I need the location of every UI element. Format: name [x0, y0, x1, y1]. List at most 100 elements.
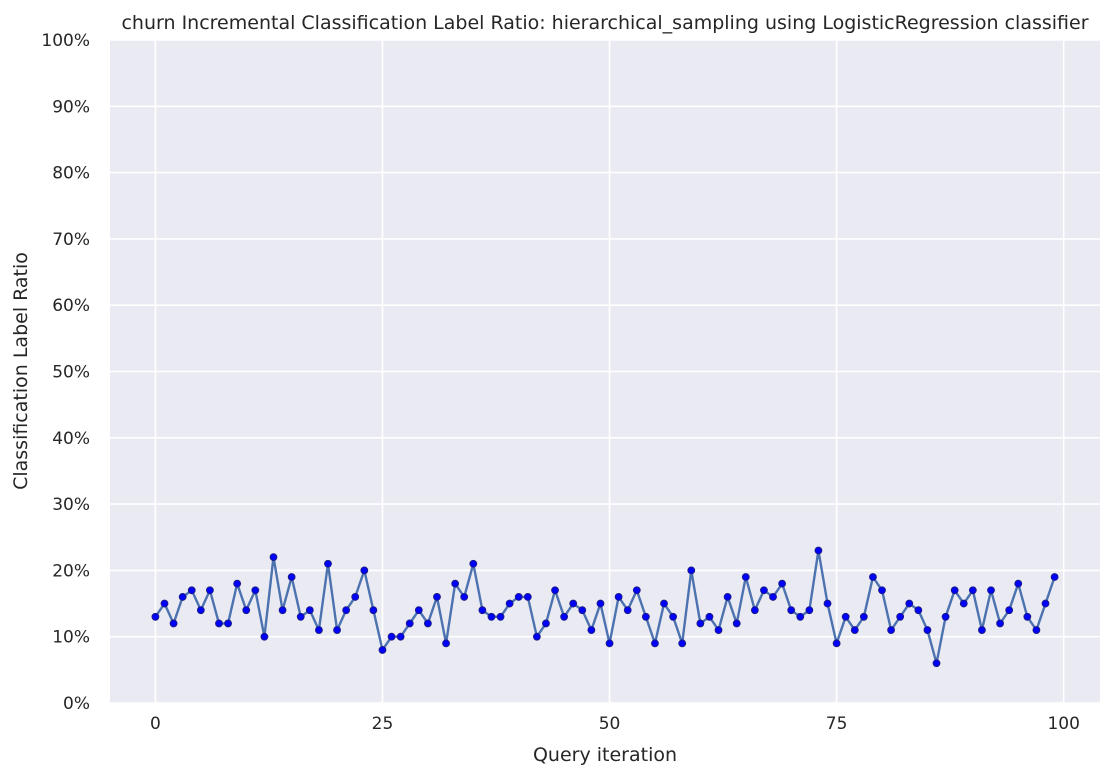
y-tick-label: 40%	[52, 429, 90, 449]
data-point	[905, 599, 914, 608]
data-point	[878, 586, 886, 595]
data-point	[823, 599, 832, 608]
data-point	[551, 586, 559, 595]
data-point	[750, 606, 759, 615]
data-point	[587, 626, 596, 634]
data-point	[260, 632, 269, 641]
data-point	[433, 593, 441, 601]
data-point	[769, 593, 777, 601]
data-point	[605, 639, 614, 648]
data-point	[324, 559, 332, 568]
data-point	[187, 586, 196, 595]
y-axis-label: Classification Label Ratio	[10, 252, 32, 490]
data-point	[1023, 612, 1032, 621]
data-point	[405, 619, 414, 628]
data-point	[578, 606, 587, 615]
data-point	[887, 626, 895, 634]
data-point	[941, 612, 950, 621]
data-point	[569, 599, 578, 608]
data-point	[278, 606, 287, 615]
data-point	[560, 612, 569, 621]
data-point	[196, 606, 205, 615]
data-point	[451, 579, 460, 588]
data-point	[914, 606, 923, 615]
y-tick-label: 60%	[52, 296, 90, 316]
data-point	[269, 553, 278, 562]
data-point	[333, 626, 341, 634]
data-point	[669, 612, 678, 621]
data-point	[678, 639, 687, 648]
data-point	[832, 639, 841, 648]
data-point	[805, 606, 814, 615]
data-point	[542, 619, 550, 628]
data-point	[596, 599, 605, 608]
data-point	[478, 606, 487, 615]
data-point	[723, 593, 732, 601]
data-point	[532, 632, 541, 641]
data-point	[442, 639, 450, 648]
series-line	[154, 549, 1056, 665]
data-point	[660, 599, 668, 608]
data-point	[151, 612, 160, 621]
data-point	[378, 646, 387, 654]
data-point	[242, 606, 251, 615]
data-point	[178, 593, 187, 601]
data-point	[224, 619, 232, 628]
y-tick-label: 100%	[41, 31, 90, 51]
x-tick-label: 25	[372, 714, 394, 734]
data-point	[523, 593, 532, 601]
data-point	[696, 619, 705, 628]
x-tick-label: 50	[599, 714, 621, 734]
data-point	[296, 612, 305, 621]
data-point	[796, 612, 805, 621]
data-point	[369, 606, 378, 615]
chart-title: churn Incremental Classification Label R…	[121, 12, 1088, 34]
data-point	[623, 606, 632, 615]
y-tick-label: 0%	[63, 694, 90, 714]
y-tick-label: 10%	[52, 628, 90, 648]
data-point	[305, 606, 314, 615]
data-point	[360, 566, 369, 575]
data-point	[896, 612, 905, 621]
data-point	[387, 632, 396, 641]
data-point	[460, 593, 469, 601]
data-point	[315, 626, 323, 634]
data-point	[496, 612, 505, 621]
data-point	[714, 626, 723, 634]
y-tick-label: 20%	[52, 561, 90, 581]
data-point	[1050, 573, 1059, 581]
data-point	[950, 586, 959, 595]
data-point	[251, 586, 260, 595]
x-tick-label: 0	[150, 714, 161, 734]
data-point	[859, 612, 868, 621]
y-tick-label: 70%	[52, 230, 90, 250]
data-point	[959, 599, 968, 608]
data-point	[414, 606, 423, 615]
data-point	[342, 606, 351, 615]
data-point	[469, 559, 478, 568]
data-point	[1032, 626, 1041, 634]
data-point	[233, 579, 242, 588]
data-point	[351, 593, 360, 601]
data-point	[778, 579, 787, 588]
x-tick-label: 100	[1047, 714, 1079, 734]
data-point	[850, 626, 859, 634]
data-point	[396, 632, 405, 641]
data-point	[614, 593, 623, 601]
data-point	[1005, 606, 1014, 615]
data-point	[968, 586, 977, 595]
data-point	[996, 619, 1004, 628]
data-point	[787, 606, 796, 615]
data-point	[1041, 599, 1050, 608]
data-point	[814, 546, 823, 555]
data-point	[987, 586, 995, 595]
data-point	[687, 566, 696, 575]
data-point	[932, 659, 941, 668]
data-point	[705, 612, 714, 621]
data-point	[505, 599, 514, 608]
data-point	[160, 599, 169, 608]
data-point	[732, 619, 741, 628]
data-point	[287, 573, 296, 581]
data-point	[632, 586, 641, 595]
x-tick-labels: 0 25 50 75 100	[150, 714, 1080, 734]
